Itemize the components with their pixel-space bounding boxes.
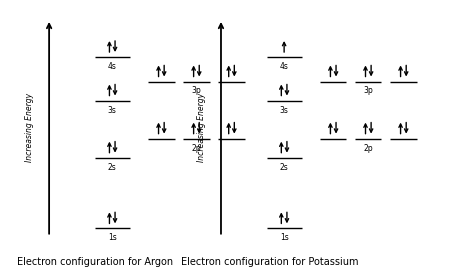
Text: 1s: 1s [108,233,116,242]
Text: Electron configuration for Potassium: Electron configuration for Potassium [181,256,358,267]
Text: 3p: 3p [191,86,201,95]
Text: 4s: 4s [279,62,288,71]
Text: Increasing Energy: Increasing Energy [197,93,206,162]
Text: Increasing Energy: Increasing Energy [25,93,34,162]
Text: 3s: 3s [107,106,116,115]
Text: Electron configuration for Argon: Electron configuration for Argon [17,256,172,267]
Text: 2s: 2s [108,163,116,172]
Text: 2p: 2p [363,144,372,153]
Text: 3s: 3s [279,106,288,115]
Text: 2s: 2s [279,163,288,172]
Text: 3p: 3p [363,86,372,95]
Text: 4s: 4s [107,62,116,71]
Text: 2p: 2p [191,144,201,153]
Text: 1s: 1s [279,233,288,242]
